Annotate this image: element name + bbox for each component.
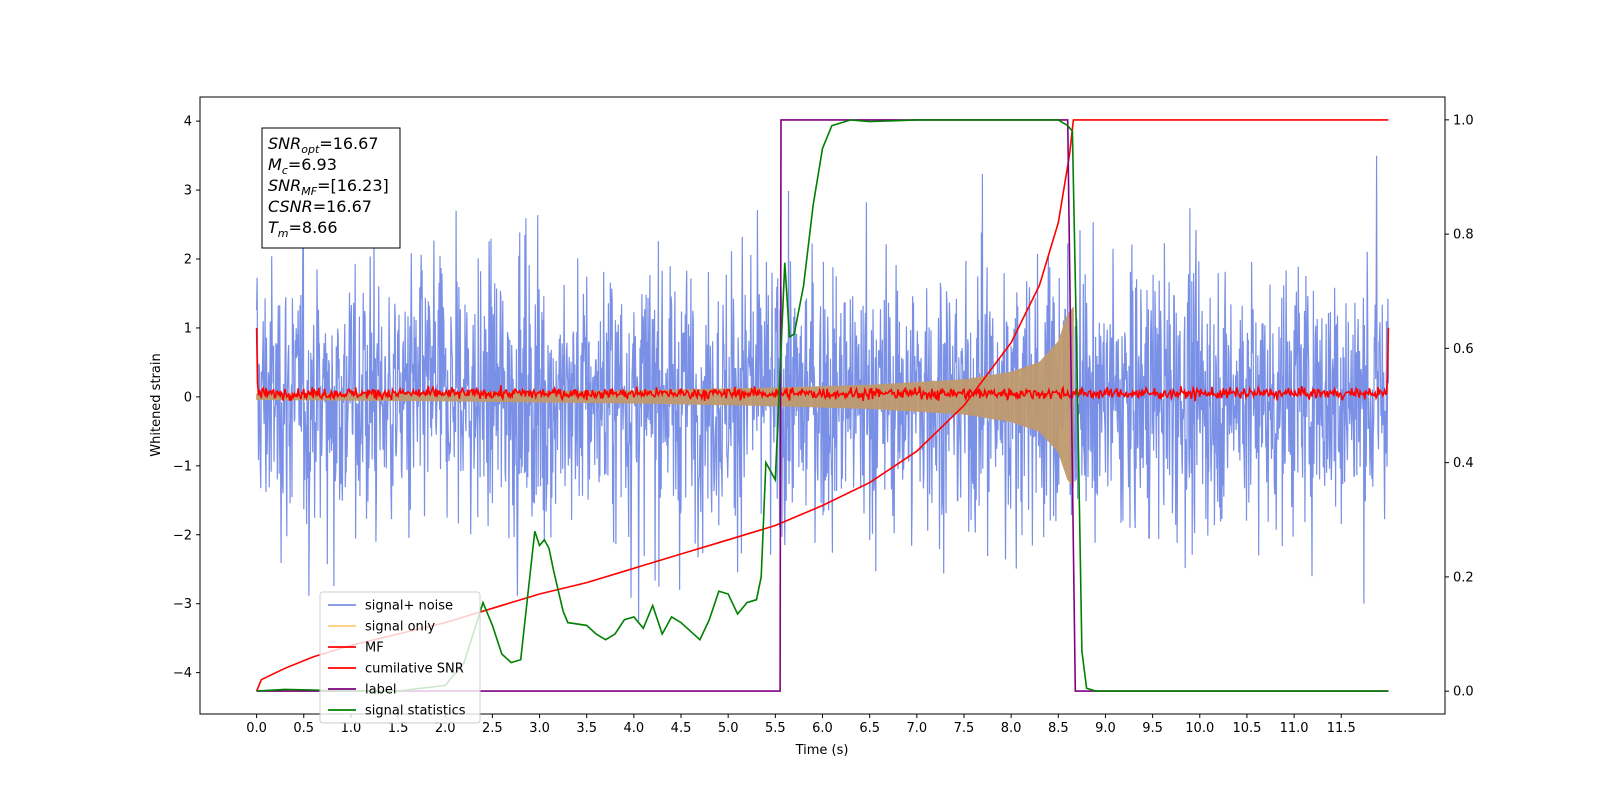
y-tick-label: −1 [173,459,192,474]
y-tick-label: −3 [173,597,192,612]
y2-tick-label: 0.0 [1453,685,1474,700]
x-tick-label: 11.5 [1327,721,1356,736]
annotation-line: Mc=6.93 [268,155,337,177]
x-tick-label: 4.5 [671,721,692,736]
legend-label: MF [365,641,384,656]
y2-tick-label: 0.2 [1453,570,1474,585]
annotation-line: SNRMF=[16.23] [268,176,389,198]
legend-label: cumilative SNR [365,662,464,677]
x-tick-label: 9.0 [1095,721,1116,736]
y-tick-label: −2 [173,528,192,543]
series-signal-statistics [256,119,1389,692]
x-tick-label: 2.0 [435,721,456,736]
legend-label: label [365,683,396,698]
legend-frame [319,591,481,724]
x-tick-label: 1.0 [341,721,362,736]
series-mf [255,327,1390,402]
legend-label: signal only [365,620,435,635]
x-tick-label: 5.0 [718,721,739,736]
x-tick-label: 0.5 [293,721,314,736]
x-tick-label: 0.0 [246,721,267,736]
y-tick-label: 2 [184,253,192,268]
y-tick-label: 4 [184,115,192,130]
x-tick-label: 11.0 [1280,721,1309,736]
x-tick-label: 2.5 [482,721,503,736]
x-tick-label: 8.0 [1001,721,1022,736]
x-tick-label: 6.0 [812,721,833,736]
y-axis-label: Whitened strain [149,353,164,456]
series-signal-only [256,306,1074,488]
y2-tick-label: 1.0 [1453,113,1474,128]
x-tick-label: 5.5 [765,721,786,736]
series-signal-noise [256,155,1389,622]
y-tick-label: 1 [184,321,192,336]
annotation-line: CSNR=16.67 [268,197,372,216]
y2-tick-label: 0.8 [1453,228,1474,243]
x-tick-label: 6.5 [859,721,880,736]
x-tick-label: 8.5 [1048,721,1069,736]
y-tick-label: 3 [184,184,192,199]
x-tick-label: 7.5 [954,721,975,736]
y-tick-label: −4 [173,666,192,681]
legend: signal+ noise signal only MF cumilative SNR… [319,591,481,724]
x-tick-label: 10.0 [1185,721,1214,736]
x-tick-label: 10.5 [1232,721,1261,736]
axes: 0.0 0.5 1.0 1.5 2.0 2.5 3.0 3.5 4.0 4.5 5.0 5.5 6.0 6… [173,113,1474,736]
y-tick-label: 0 [184,390,192,405]
annotation-line: Tm=8.66 [268,218,338,240]
y2-tick-label: 0.4 [1453,456,1474,471]
x-tick-label: 9.5 [1142,721,1163,736]
legend-label: signal+ noise [365,599,453,614]
y2-tick-label: 0.6 [1453,342,1474,357]
x-tick-label: 3.0 [529,721,550,736]
x-tick-label: 4.0 [624,721,645,736]
x-tick-label: 3.5 [576,721,597,736]
x-tick-label: 7.0 [906,721,927,736]
legend-label: signal statistics [365,704,466,719]
annotation-line: SNRopt=16.67 [268,134,379,156]
x-tick-label: 1.5 [388,721,409,736]
annotation-frame [261,127,401,249]
x-axis-label: Time (s) [795,743,849,758]
annotation-box: SNRopt=16.67Mc=6.93SNRMF=[16.23]CSNR=16.… [261,127,401,249]
